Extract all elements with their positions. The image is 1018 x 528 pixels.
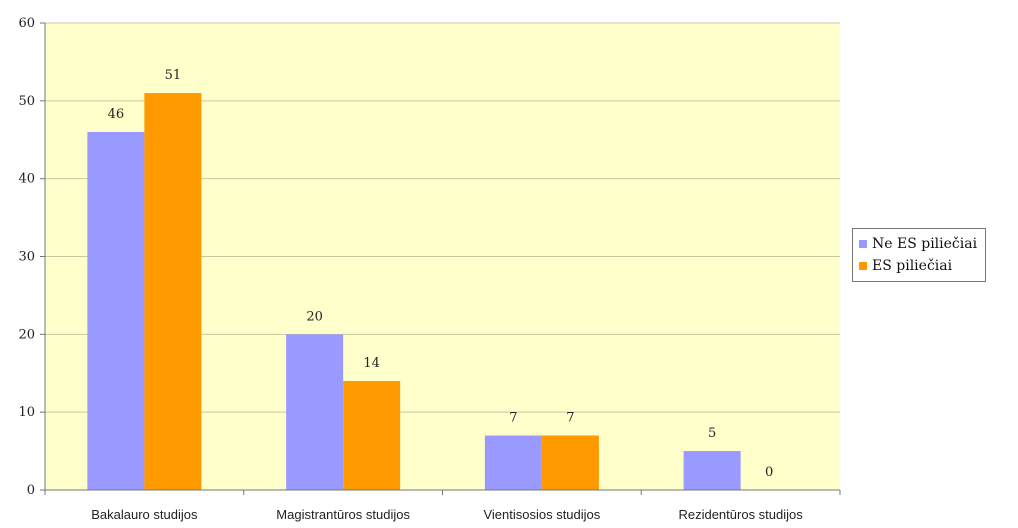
- bar: [484, 435, 542, 490]
- data-label: 0: [765, 465, 773, 480]
- y-tick-label: 50: [18, 94, 35, 109]
- bar: [683, 451, 741, 490]
- legend-label-es: ES piliečiai: [872, 258, 953, 274]
- y-tick-label: 10: [18, 405, 35, 420]
- bar: [286, 334, 344, 490]
- y-tick-label: 30: [18, 250, 35, 265]
- data-label: 51: [165, 68, 182, 83]
- axes: [40, 22, 841, 495]
- bar: [87, 131, 145, 490]
- bar: [343, 381, 401, 490]
- legend-label-ne-es: Ne ES piliečiai: [872, 236, 978, 252]
- category-label: Bakalauro studijos: [91, 507, 198, 522]
- data-label: 14: [363, 356, 380, 371]
- data-label: 5: [708, 426, 716, 441]
- category-label: Vientisosios studijos: [483, 507, 600, 522]
- category-label: Rezidentūros studijos: [678, 507, 803, 522]
- bar: [541, 435, 599, 490]
- legend: Ne ES piliečiai ES piliečiai: [852, 228, 987, 282]
- legend-item-ne-es: Ne ES piliečiai: [859, 233, 977, 255]
- legend-swatch-ne-es: [859, 240, 867, 248]
- data-label: 46: [108, 107, 125, 122]
- bars: [87, 93, 741, 491]
- legend-item-es: ES piliečiai: [859, 255, 977, 277]
- legend-swatch-es: [859, 262, 867, 270]
- category-labels: Bakalauro studijos Magistrantūros studijo…: [91, 507, 803, 522]
- data-label: 20: [306, 309, 323, 324]
- data-label: 7: [566, 411, 574, 426]
- data-label: 7: [509, 411, 517, 426]
- y-tick-label: 40: [18, 172, 35, 187]
- data-labels: 46 51 20 14 7 7 5 0: [108, 68, 774, 480]
- y-tick-label: 20: [18, 327, 35, 342]
- y-tick-label: 60: [18, 16, 35, 31]
- y-tick-labels: 0 10 20 30 40 50 60: [18, 16, 35, 498]
- category-label: Magistrantūros studijos: [276, 507, 410, 522]
- bar: [144, 93, 202, 491]
- y-tick-label: 0: [27, 483, 35, 498]
